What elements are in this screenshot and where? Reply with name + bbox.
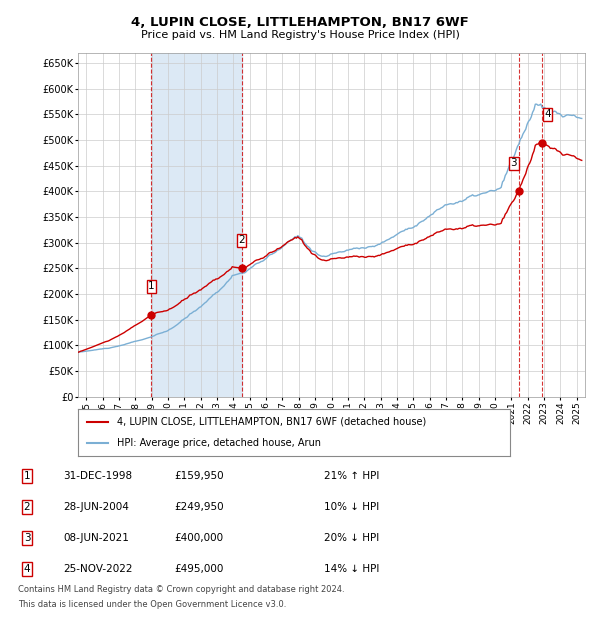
- Text: 3: 3: [511, 158, 517, 168]
- Text: 1: 1: [148, 281, 155, 291]
- Text: 4, LUPIN CLOSE, LITTLEHAMPTON, BN17 6WF (detached house): 4, LUPIN CLOSE, LITTLEHAMPTON, BN17 6WF …: [117, 417, 426, 427]
- Text: 10% ↓ HPI: 10% ↓ HPI: [324, 502, 379, 512]
- Text: £400,000: £400,000: [174, 533, 223, 543]
- Text: 20% ↓ HPI: 20% ↓ HPI: [324, 533, 379, 543]
- Text: 4: 4: [23, 564, 31, 574]
- Text: 31-DEC-1998: 31-DEC-1998: [63, 471, 132, 481]
- Text: 2: 2: [238, 235, 245, 245]
- Text: 4, LUPIN CLOSE, LITTLEHAMPTON, BN17 6WF: 4, LUPIN CLOSE, LITTLEHAMPTON, BN17 6WF: [131, 16, 469, 29]
- Text: 21% ↑ HPI: 21% ↑ HPI: [324, 471, 379, 481]
- Text: £249,950: £249,950: [174, 502, 224, 512]
- Text: 4: 4: [544, 109, 551, 119]
- Text: 3: 3: [23, 533, 31, 543]
- Text: This data is licensed under the Open Government Licence v3.0.: This data is licensed under the Open Gov…: [18, 600, 286, 609]
- Text: 08-JUN-2021: 08-JUN-2021: [63, 533, 129, 543]
- Text: 25-NOV-2022: 25-NOV-2022: [63, 564, 133, 574]
- Text: 2: 2: [23, 502, 31, 512]
- Text: 1: 1: [23, 471, 31, 481]
- Text: HPI: Average price, detached house, Arun: HPI: Average price, detached house, Arun: [117, 438, 321, 448]
- Text: Contains HM Land Registry data © Crown copyright and database right 2024.: Contains HM Land Registry data © Crown c…: [18, 585, 344, 594]
- Text: £495,000: £495,000: [174, 564, 223, 574]
- Text: Price paid vs. HM Land Registry's House Price Index (HPI): Price paid vs. HM Land Registry's House …: [140, 30, 460, 40]
- Text: £159,950: £159,950: [174, 471, 224, 481]
- Text: 14% ↓ HPI: 14% ↓ HPI: [324, 564, 379, 574]
- Text: 28-JUN-2004: 28-JUN-2004: [63, 502, 129, 512]
- Bar: [151, 53, 242, 397]
